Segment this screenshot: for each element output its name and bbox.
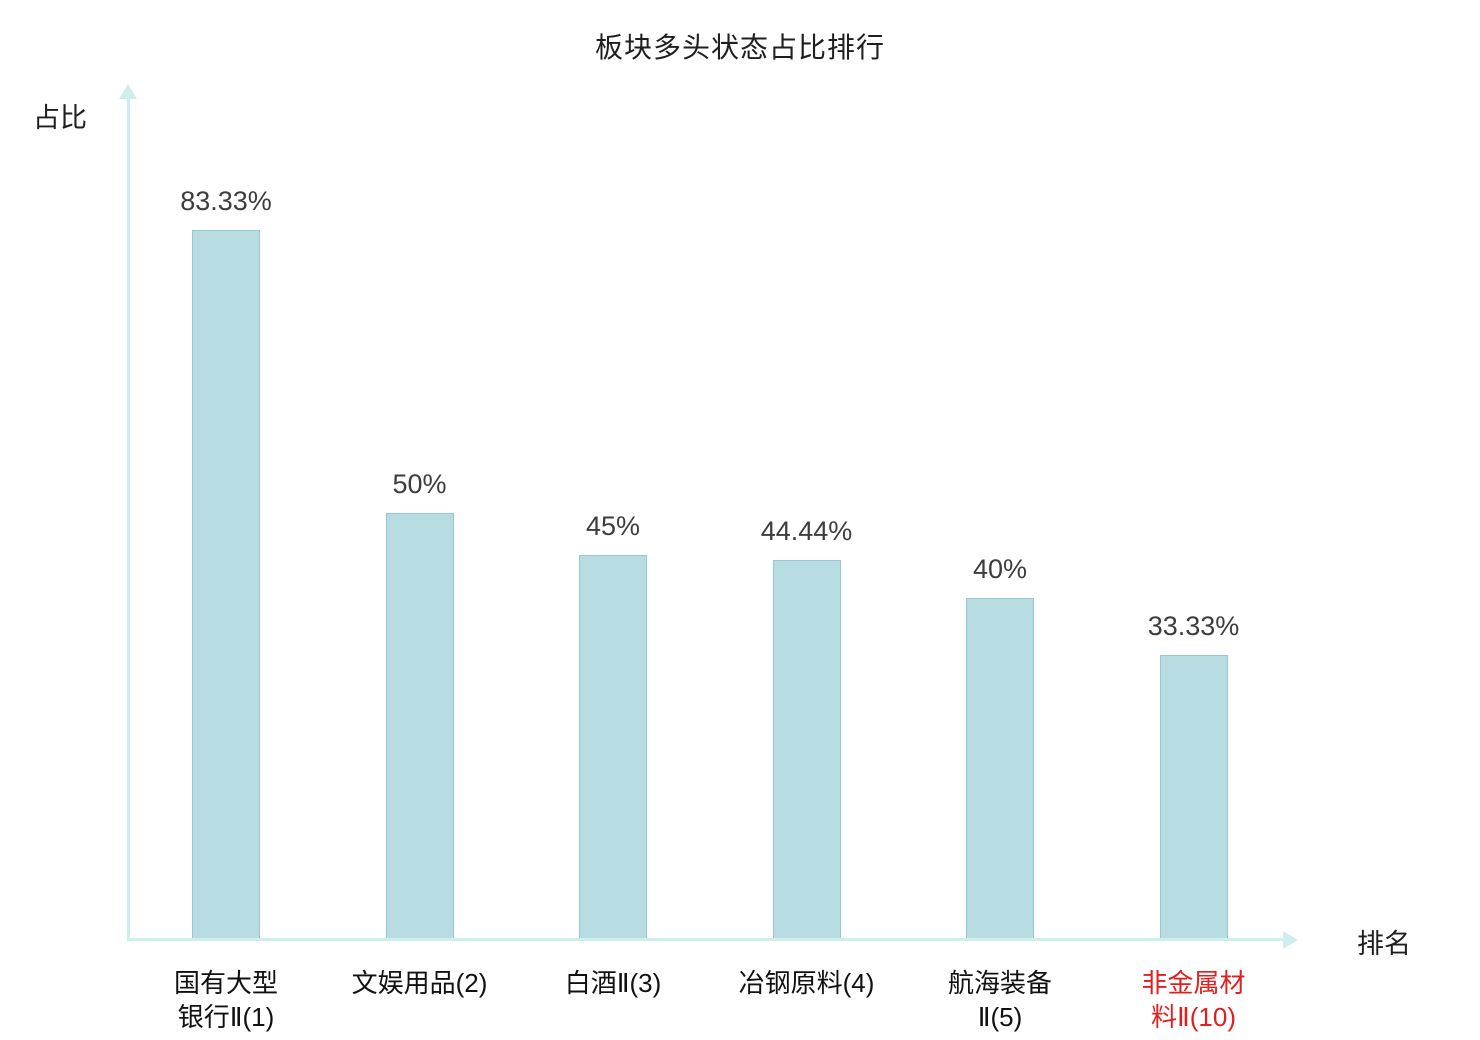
y-axis-line xyxy=(127,98,130,941)
category-label-2: 文娱用品(2) xyxy=(351,968,488,998)
bar-value-label-5: 40% xyxy=(972,554,1028,584)
category-label-5: 航海装备 Ⅱ(5) xyxy=(947,968,1052,1032)
category-label-6: 非金属材 料Ⅱ(10) xyxy=(1141,968,1246,1032)
bar-4 xyxy=(772,560,841,938)
bar-3 xyxy=(579,555,647,938)
category-label-3: 白酒Ⅱ(3) xyxy=(564,968,662,998)
bar-value-label-2: 50% xyxy=(392,469,447,499)
x-axis-line xyxy=(127,938,1285,941)
bar-1 xyxy=(192,230,260,938)
category-label-1: 国有大型 银行Ⅱ(1) xyxy=(173,968,278,1032)
bar-value-label-6: 33.33% xyxy=(1147,611,1240,641)
y-axis-label: 占比 xyxy=(33,103,87,133)
bar-value-label-1: 83.33% xyxy=(180,186,272,216)
bar-5 xyxy=(966,598,1034,938)
y-axis-arrow-icon xyxy=(119,84,137,99)
bar-6 xyxy=(1159,655,1228,938)
x-axis-arrow-icon xyxy=(1283,930,1298,949)
chart-title: 板块多头状态占比排行 xyxy=(594,32,885,63)
bar-value-label-3: 45% xyxy=(585,511,641,541)
bar-2 xyxy=(385,513,454,938)
bar-value-label-4: 44.44% xyxy=(760,516,853,546)
x-axis-label: 排名 xyxy=(1357,929,1411,959)
category-label-4: 冶钢原料(4) xyxy=(738,968,875,998)
